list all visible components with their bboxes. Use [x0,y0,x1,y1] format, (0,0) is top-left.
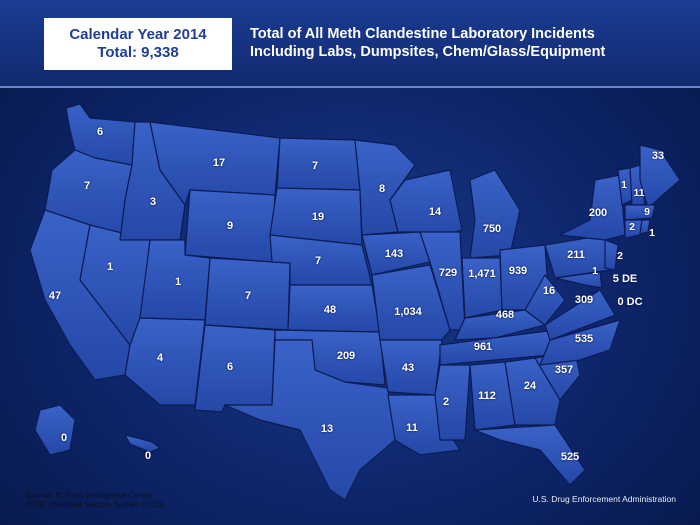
label-ND: 7 [311,160,319,172]
source-note: Source: El Paso Intelligence Center (EPI… [26,491,164,509]
state-MA[interactable] [624,204,656,221]
state-NJ[interactable] [604,239,619,271]
state-HI[interactable] [124,434,161,453]
state-TX[interactable] [224,339,396,501]
label-MD: 1 [592,265,598,277]
label-OR: 7 [83,180,91,192]
label-IN: 1,471 [468,268,496,280]
label-MT: 17 [212,157,226,169]
label-RI: 1 [649,227,655,239]
label-CA: 47 [48,290,62,302]
label-ME: 33 [651,150,665,162]
state-AK[interactable] [34,404,76,456]
source-line-1: Source: El Paso Intelligence Center [26,491,153,500]
label-IL: 729 [438,267,458,279]
header-band: Calendar Year 2014 Total: 9,338 Total of… [0,0,700,88]
state-IL[interactable] [419,231,466,331]
label-NH: 11 [633,187,645,199]
label-NY: 200 [588,207,608,219]
state-NC[interactable] [539,319,621,366]
label-KS: 48 [323,304,337,316]
year-label: Calendar Year 2014 [69,26,207,43]
state-ND[interactable] [276,137,361,191]
state-RI[interactable] [639,219,651,235]
label-GA: 24 [523,380,537,392]
label-WV: 16 [542,285,556,297]
state-CT[interactable] [624,219,643,239]
state-GA[interactable] [504,357,561,426]
label-UT: 1 [174,276,182,288]
label-MS: 2 [442,396,450,408]
label-DE: 5 DE [612,273,638,285]
label-NM: 6 [226,361,234,373]
label-MN: 8 [378,183,386,195]
label-AR: 43 [401,362,415,374]
label-AK: 0 [60,432,68,444]
label-HI: 0 [144,450,152,462]
label-CO: 7 [244,290,252,302]
label-LA: 11 [406,422,418,434]
label-OH: 939 [508,265,528,277]
label-AZ: 4 [156,352,164,364]
state-MS[interactable] [434,364,471,441]
label-AL: 112 [478,390,496,402]
state-MO[interactable] [371,264,451,341]
map-title: Total of All Meth Clandestine Laboratory… [250,25,690,61]
label-TN: 961 [473,341,493,353]
label-MI: 750 [482,223,502,235]
state-WV[interactable] [524,274,566,326]
label-ID: 3 [149,196,157,208]
label-SD: 19 [311,211,325,223]
state-AZ[interactable] [124,317,206,406]
label-FL: 525 [560,451,580,463]
year-total-box: Calendar Year 2014 Total: 9,338 [44,18,232,70]
label-DC: 0 DC [617,296,643,308]
label-WY: 9 [226,220,234,232]
state-FL[interactable] [474,424,586,486]
agency-credit: U.S. Drug Enforcement Administration [532,494,676,504]
label-NJ: 2 [617,250,623,262]
state-KY[interactable] [454,309,546,341]
label-KY: 468 [495,309,515,321]
label-WA: 6 [96,126,104,138]
title-line-1: Total of All Meth Clandestine Laboratory… [250,26,595,42]
label-OK: 209 [336,350,356,362]
total-label: Total: 9,338 [97,44,179,61]
label-IA: 143 [384,248,404,260]
state-MI[interactable] [469,169,521,259]
state-ME[interactable] [639,144,681,209]
label-MA: 9 [644,206,650,218]
state-VA[interactable] [544,289,616,341]
label-NC: 535 [574,333,594,345]
label-MO: 1,034 [394,306,422,318]
label-VA: 309 [574,294,594,306]
label-CT: 2 [629,221,635,233]
label-VT: 1 [621,179,627,191]
label-PA: 211 [567,249,585,261]
label-TX: 13 [320,423,334,435]
label-SC: 357 [554,364,574,376]
title-line-2: Including Labs, Dumpsites, Chem/Glass/Eq… [250,44,606,60]
label-NE: 7 [314,255,322,267]
label-WI: 14 [428,206,442,218]
source-line-2: (EPIC)/National Seizure System (NSS) [26,500,164,509]
state-NM[interactable] [194,324,276,413]
state-MD[interactable] [554,271,603,289]
label-NV: 1 [106,261,114,273]
